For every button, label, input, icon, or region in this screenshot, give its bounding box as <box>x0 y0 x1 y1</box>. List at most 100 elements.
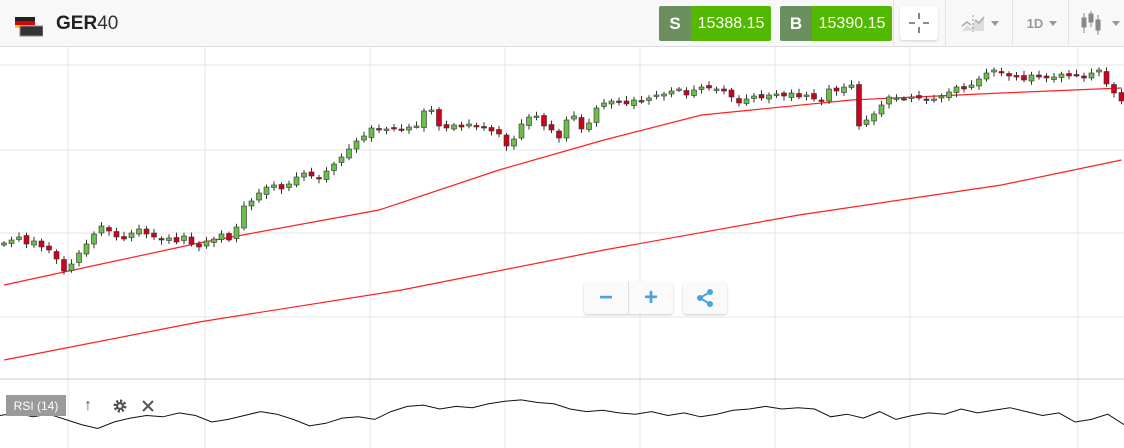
candle-body <box>338 156 345 163</box>
candle-body <box>8 239 15 244</box>
candle-body <box>196 243 202 248</box>
candle-body <box>121 236 127 240</box>
price-chart[interactable] <box>0 47 1124 448</box>
candle-style-dropdown[interactable] <box>1076 6 1124 40</box>
candle-body <box>76 252 82 263</box>
candle-body <box>946 91 952 98</box>
candle-body <box>293 176 300 186</box>
candle-body <box>481 126 487 129</box>
buy-button[interactable]: B 15390.15 <box>780 6 892 41</box>
candle-body <box>1051 76 1057 80</box>
candle-body <box>556 130 562 139</box>
candle-body <box>316 177 322 180</box>
candle-body <box>428 109 435 112</box>
candlestick-icon <box>1081 11 1101 35</box>
candle-body <box>211 238 217 243</box>
candle-body <box>511 138 517 147</box>
candle-body <box>376 128 382 131</box>
candle-body <box>248 200 255 207</box>
candle-body <box>1118 92 1124 102</box>
crosshair-button[interactable] <box>900 6 938 40</box>
chevron-down-icon <box>1049 20 1058 26</box>
candle-body <box>676 88 682 91</box>
candle-body <box>578 117 585 130</box>
candle-body <box>833 87 840 92</box>
candle-body <box>1043 75 1050 79</box>
candle-body <box>226 233 232 241</box>
share-icon <box>697 289 713 307</box>
candle-body <box>91 233 97 245</box>
candle-body <box>458 124 465 128</box>
candle-body <box>571 115 577 120</box>
close-icon[interactable] <box>142 395 154 416</box>
candle-body <box>908 96 915 99</box>
sell-button[interactable]: S 15388.15 <box>659 6 771 41</box>
candle-body <box>241 205 247 229</box>
candle-body <box>323 170 330 180</box>
candle-body <box>631 99 637 106</box>
candle-body <box>158 238 165 241</box>
candle-body <box>668 90 675 95</box>
candle-body <box>128 232 135 238</box>
candle-body <box>1013 75 1020 78</box>
candle-body <box>143 228 150 235</box>
zoom-controls: − + <box>584 282 673 314</box>
timeframe-dropdown[interactable]: 1D <box>1018 6 1066 40</box>
buy-label: B <box>780 6 812 41</box>
zoom-out-button[interactable]: − <box>584 282 629 314</box>
candle-body <box>1058 73 1065 78</box>
candle-body <box>1111 84 1117 94</box>
candle-body <box>1028 74 1035 82</box>
candle-body <box>361 135 367 141</box>
candle-body <box>541 115 547 127</box>
candle-body <box>46 245 52 251</box>
moving-average-fast <box>3 87 1122 286</box>
buy-price: 15390.15 <box>812 6 892 41</box>
timeframe-value: 1D <box>1026 15 1044 31</box>
candle-body <box>83 243 90 255</box>
candle-body <box>263 186 270 195</box>
candle-body <box>1 242 7 246</box>
candle-body <box>61 259 67 272</box>
candle-body <box>218 233 225 240</box>
zoom-in-button[interactable]: + <box>643 284 658 311</box>
crosshair-icon <box>909 13 929 33</box>
candle-body <box>781 92 787 97</box>
candle-body <box>368 127 375 138</box>
candle-body <box>743 98 750 104</box>
candle-body <box>698 86 705 90</box>
candle-body <box>878 104 885 115</box>
candle-body <box>533 115 540 118</box>
divider <box>1068 0 1069 47</box>
divider <box>893 0 894 47</box>
candle-body <box>256 192 262 201</box>
top-toolbar: GER40 S 15388.15 B 15390.15 1D <box>0 0 1124 47</box>
candle-body <box>848 84 855 88</box>
area-chart-icon <box>961 15 985 32</box>
candle-body <box>1021 75 1027 81</box>
candle-body <box>38 240 45 248</box>
share-button[interactable] <box>683 282 727 314</box>
candle-body <box>758 94 765 99</box>
candle-body <box>353 140 360 150</box>
sell-price: 15388.15 <box>691 6 771 41</box>
candle-body <box>841 86 847 93</box>
instrument-title: GER40 <box>56 13 119 34</box>
moving-average-slow <box>3 159 1122 361</box>
candle-body <box>901 98 907 101</box>
candle-body <box>31 240 37 246</box>
candle-body <box>961 86 967 90</box>
candle-body <box>683 90 690 96</box>
chart-type-dropdown[interactable] <box>955 6 1005 40</box>
candle-body <box>233 226 240 239</box>
candle-body <box>736 98 742 104</box>
arrow-up-icon[interactable]: ↑ <box>84 396 92 414</box>
gear-icon[interactable] <box>112 395 128 416</box>
candle-body <box>443 124 450 129</box>
candle-body <box>751 95 757 99</box>
candle-body <box>721 88 727 92</box>
candle-body <box>398 128 405 131</box>
candle-body <box>451 124 457 130</box>
rsi-indicator-label[interactable]: RSI (14) <box>6 395 66 416</box>
candle-body <box>706 85 712 89</box>
